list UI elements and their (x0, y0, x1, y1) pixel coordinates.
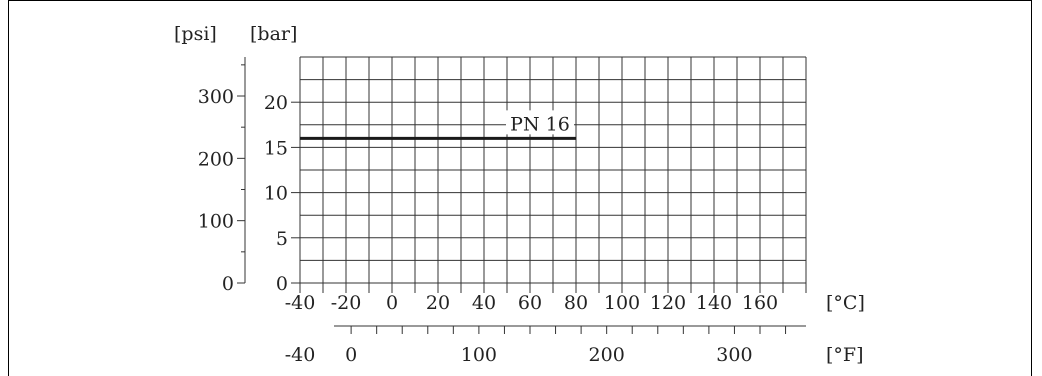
psi-tick-label: 300 (198, 86, 234, 108)
psi-unit-label: [psi] (174, 23, 217, 45)
fahrenheit-tick-label: 200 (589, 344, 625, 366)
celsius-tick-label: 20 (426, 292, 450, 314)
bar-tick-label: 0 (276, 273, 288, 295)
series-label-pn16: PN 16 (510, 113, 570, 135)
celsius-tick-label: 100 (604, 292, 640, 314)
series-label-background (506, 110, 574, 135)
bar-tick-label: 20 (264, 92, 288, 114)
celsius-tick-label: 60 (518, 292, 542, 314)
bar-tick-label: 5 (276, 228, 288, 250)
bar-tick-label: 10 (264, 183, 288, 205)
fahrenheit-tick-label: 100 (461, 344, 497, 366)
celsius-unit-label: [°C] (826, 292, 865, 314)
fahrenheit-tick-label: 300 (716, 344, 752, 366)
figure-frame (8, 0, 1032, 376)
celsius-tick-label: 0 (386, 292, 398, 314)
celsius-tick-label: 40 (472, 292, 496, 314)
labels-layer: 0 100 200 300 0 5 10 15 20 -40 -20 0 20 40 60 80 100 120 1… (174, 23, 865, 366)
celsius-tick-label: -40 (285, 292, 316, 314)
fahrenheit-tick-label: 0 (345, 344, 357, 366)
celsius-tick-label: -20 (331, 292, 362, 314)
celsius-tick-label: 160 (742, 292, 778, 314)
psi-tick-label: 200 (198, 148, 234, 170)
psi-tick-label: 0 (222, 273, 234, 295)
grid (299, 56, 807, 284)
celsius-tick-label: 140 (696, 292, 732, 314)
bar-tick-label: 15 (264, 137, 288, 159)
celsius-tick-label: 120 (650, 292, 686, 314)
fahrenheit-unit-label: [°F] (826, 344, 864, 366)
psi-tick-label: 100 (198, 211, 234, 233)
fahrenheit-tick-label: -40 (285, 344, 316, 366)
celsius-tick-label: 80 (564, 292, 588, 314)
bar-unit-label: [bar] (250, 23, 297, 45)
series-layer (300, 110, 576, 140)
axes (237, 57, 807, 334)
